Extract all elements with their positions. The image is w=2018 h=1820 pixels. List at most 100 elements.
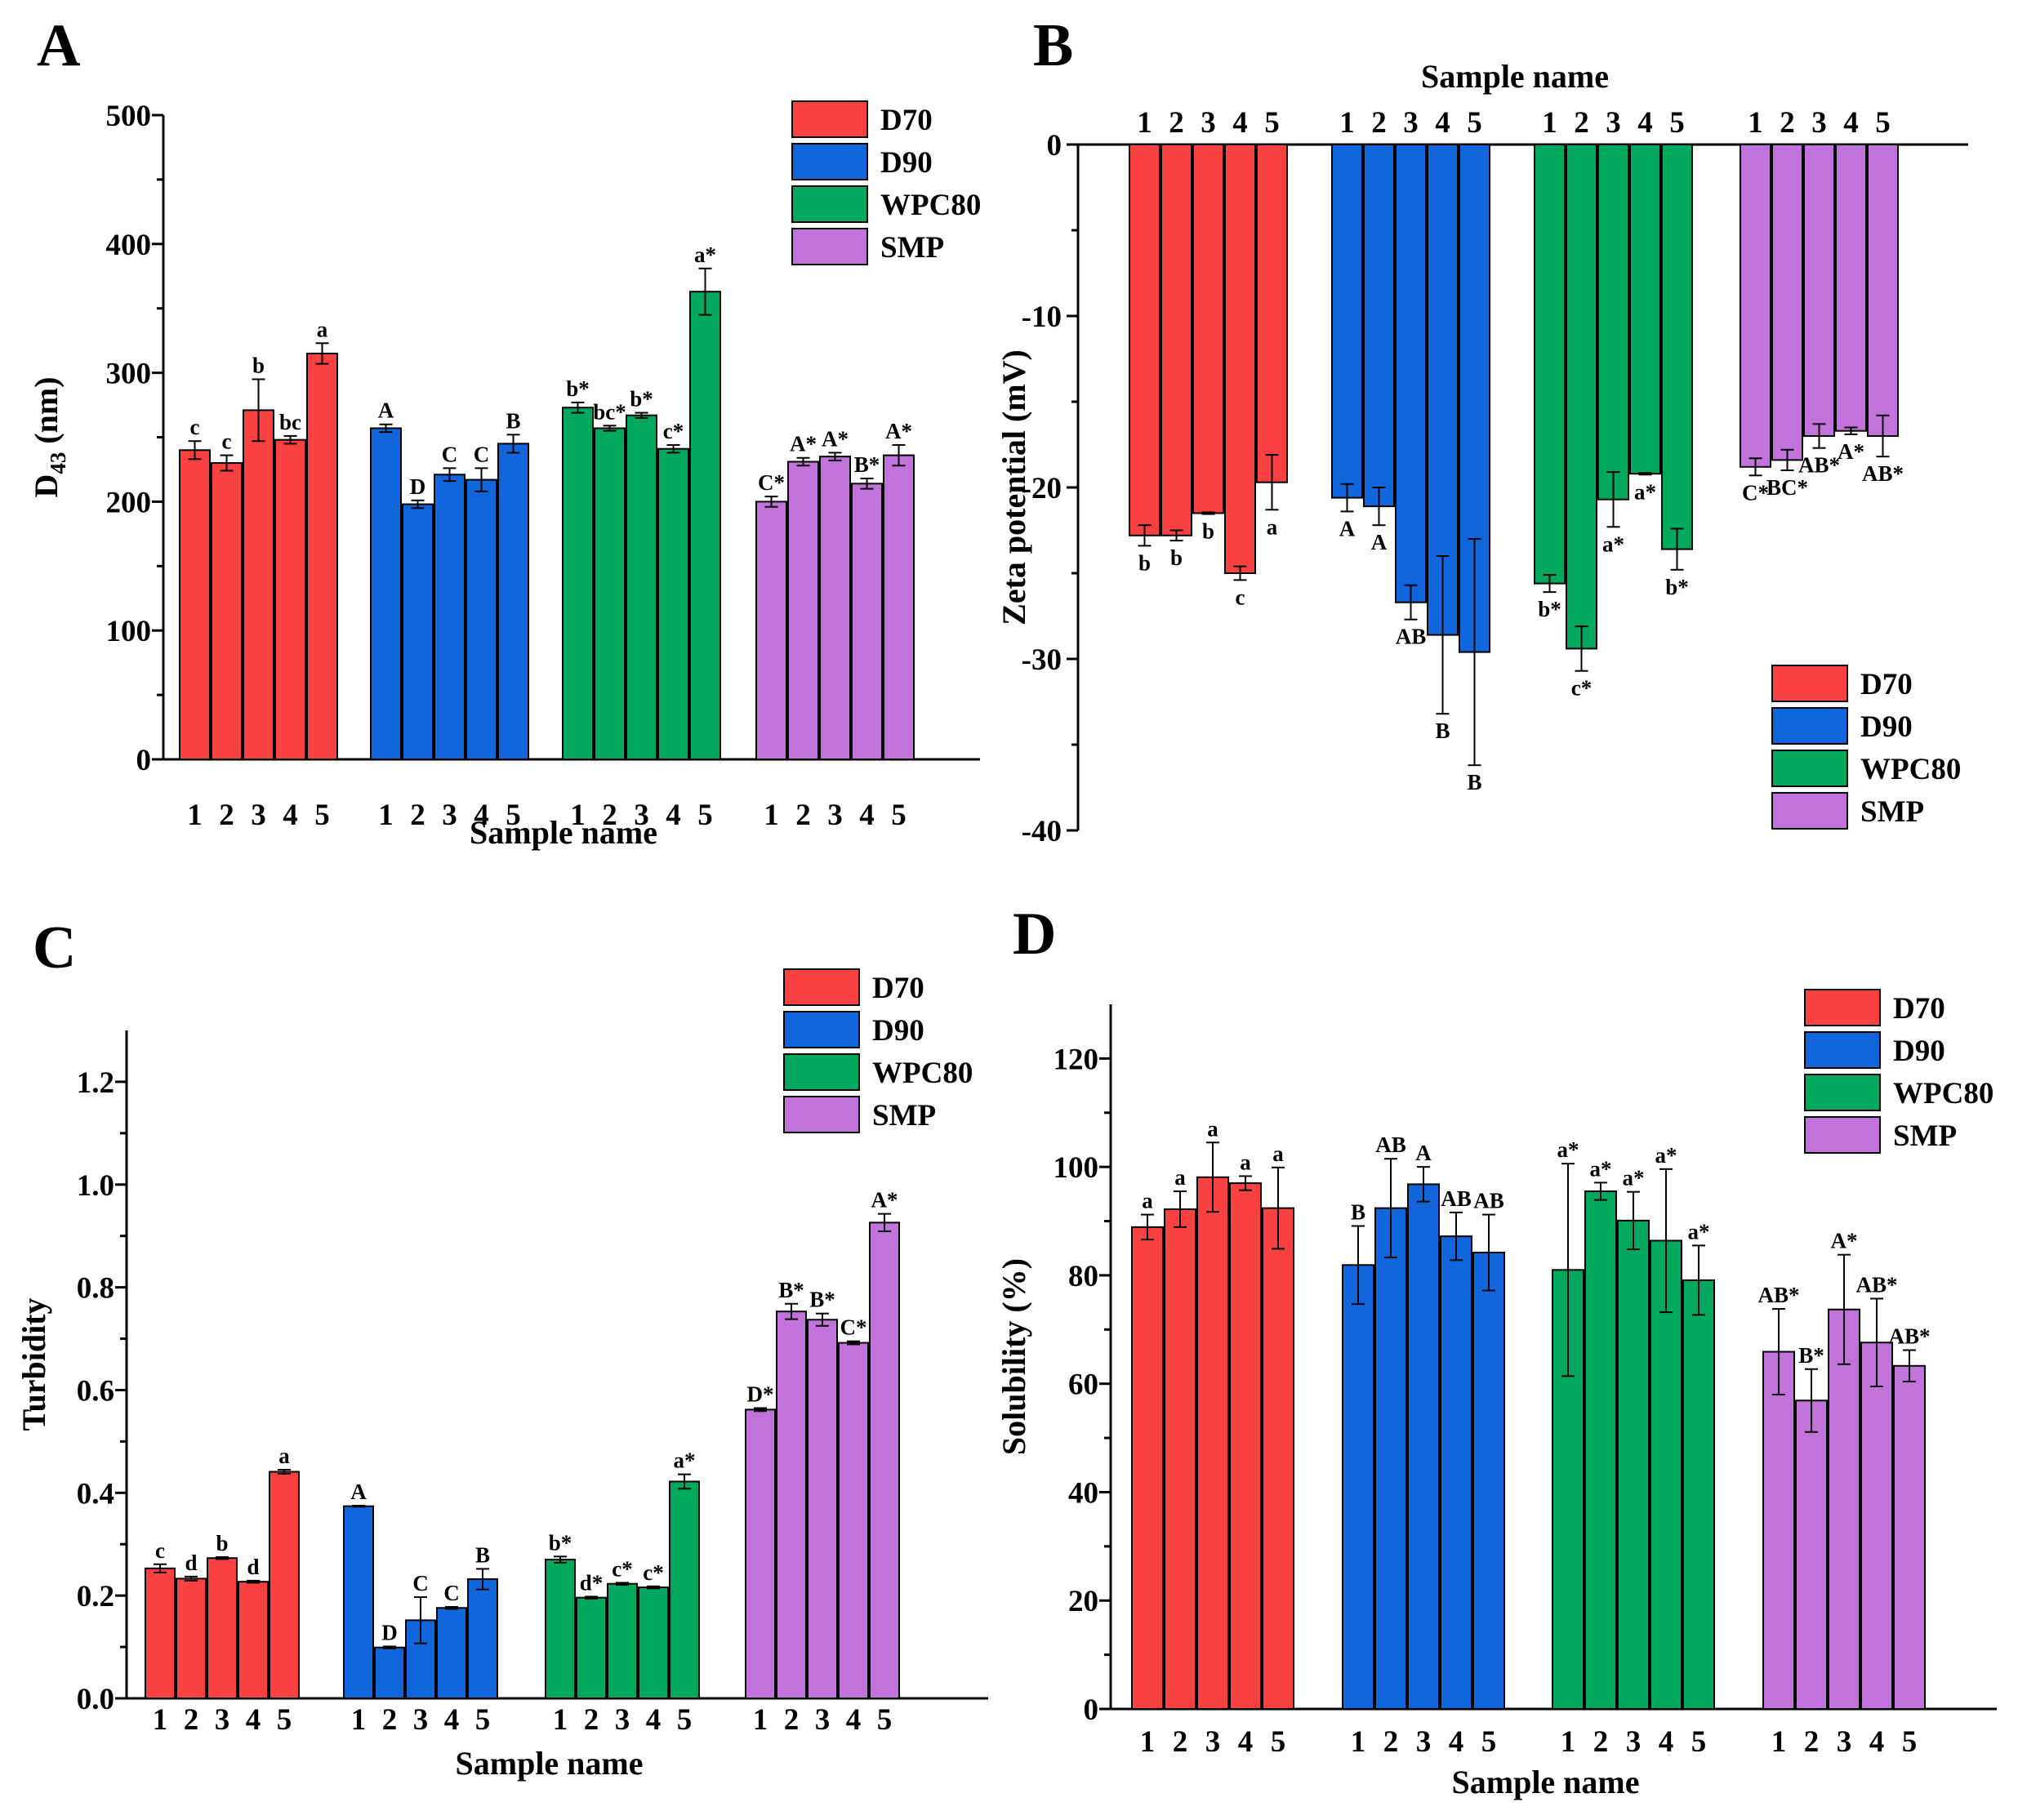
- significance-letter: C: [474, 442, 490, 466]
- bar-smp-5: [883, 454, 915, 760]
- bar-d90-2: [1363, 144, 1395, 508]
- significance-letter: a: [1272, 1141, 1284, 1166]
- x-tick-label: 3: [251, 799, 266, 832]
- legend-label-smp: SMP: [872, 1099, 936, 1132]
- significance-letter: C: [412, 1571, 429, 1595]
- y-tick-label: 1.0: [77, 1169, 114, 1203]
- bar-wpc80-2: [1566, 144, 1597, 650]
- significance-letter: b*: [1665, 575, 1689, 599]
- significance-letter: D: [410, 474, 426, 499]
- x-tick-label: 1: [553, 1703, 568, 1737]
- significance-letter: a*: [1655, 1143, 1677, 1168]
- x-tick-label: 3: [1837, 1725, 1852, 1759]
- significance-letter: AB*: [1888, 1324, 1930, 1349]
- x-tick-label: 3: [634, 799, 649, 832]
- bar-smp-2: [787, 461, 819, 760]
- legend-label-d70: D70: [1893, 992, 1945, 1026]
- x-tick-label: 1: [570, 799, 586, 832]
- y-axis-title: D43 (nm): [28, 376, 70, 497]
- x-tick-label: 4: [1637, 106, 1653, 140]
- legend-label-d70: D70: [872, 972, 924, 1005]
- chart-panel-d: D 0 20 40 60 80 100 120 Solubility (%) Sample nam…: [996, 901, 1997, 1800]
- significance-letter: a: [1142, 1189, 1153, 1213]
- bar-smp-5: [1893, 1364, 1926, 1711]
- significance-letter: b*: [549, 1530, 572, 1555]
- bar-d90-3: [1407, 1183, 1440, 1711]
- significance-letter: C: [443, 1581, 460, 1605]
- legend-swatch-smp: [1804, 1116, 1881, 1154]
- significance-letter: a*: [1557, 1137, 1579, 1162]
- bar-d90-4: [1427, 144, 1459, 636]
- bar-d90-3: [1395, 144, 1427, 603]
- significance-letter: C*: [758, 470, 785, 495]
- bar-d70-2: [1160, 144, 1192, 536]
- significance-letter: a: [1174, 1165, 1186, 1190]
- y-tick-label: -40: [1022, 815, 1062, 848]
- bar-smp-2: [776, 1310, 807, 1699]
- y-tick-label: 400: [106, 229, 152, 262]
- significance-letter: B: [475, 1542, 490, 1567]
- y-tick-label: -20: [1022, 472, 1062, 505]
- legend-swatch-wpc80: [783, 1053, 860, 1091]
- significance-letter: A*: [822, 426, 849, 451]
- bar-d70-4: [274, 438, 306, 760]
- bar-d70-2: [211, 462, 243, 760]
- significance-letter: d: [247, 1555, 259, 1579]
- bar-wpc80-3: [607, 1582, 638, 1699]
- x-tick-label: 1: [1351, 1725, 1366, 1759]
- x-tick-label: 5: [877, 1703, 893, 1737]
- bar-smp-4: [1860, 1342, 1893, 1710]
- bar-smp-3: [807, 1319, 838, 1700]
- legend: D70 D90 WPC80 SMP: [783, 968, 973, 1133]
- bar-d90-2: [402, 503, 434, 761]
- bar-d90-2: [374, 1646, 405, 1700]
- significance-letter: a: [1267, 514, 1278, 539]
- x-tick-label: 5: [1481, 1725, 1497, 1759]
- bar-wpc80-4: [1650, 1239, 1682, 1710]
- legend-label-wpc80: WPC80: [880, 189, 981, 222]
- y-axis-title: Turbidity: [16, 1297, 52, 1431]
- x-tick-label: 3: [1626, 1725, 1642, 1759]
- significance-letter: AB*: [1855, 1272, 1897, 1297]
- significance-letter: bc: [279, 410, 301, 434]
- x-axis-title: Sample name: [1452, 1764, 1640, 1800]
- bar-d70-1: [179, 449, 211, 761]
- significance-letter: a*: [1623, 1166, 1645, 1190]
- bar-wpc80-2: [576, 1596, 607, 1700]
- x-tick-label: 4: [1232, 106, 1248, 140]
- y-tick-label: 80: [1068, 1260, 1098, 1293]
- bar-d70-5: [1256, 144, 1288, 483]
- bar-d70-5: [1262, 1207, 1294, 1711]
- y-tick-label: 0.2: [77, 1580, 114, 1613]
- y-axis-title-subscript: 43: [46, 452, 70, 474]
- bar-smp-5: [869, 1221, 900, 1699]
- significance-letter: b: [252, 353, 265, 377]
- significance-letter: c: [190, 415, 200, 439]
- x-tick-label: 3: [615, 1703, 630, 1737]
- significance-letter: D: [381, 1620, 398, 1644]
- x-tick-label: 3: [1606, 106, 1621, 140]
- bar-d70-4: [238, 1581, 269, 1700]
- bar-d70-1: [1131, 1226, 1164, 1711]
- x-axis-title: Sample name: [1421, 58, 1609, 95]
- panel-letter: C: [33, 914, 76, 981]
- significance-letter: a*: [694, 243, 716, 267]
- bar-d90-1: [343, 1505, 374, 1700]
- y-tick-label: 200: [106, 486, 152, 519]
- x-tick-label: 1: [1140, 1725, 1156, 1759]
- significance-letter: BC*: [1766, 475, 1808, 500]
- significance-letter: A: [1371, 530, 1388, 554]
- significance-letter: a: [1207, 1116, 1218, 1141]
- bar-d90-2: [1374, 1207, 1407, 1711]
- bar-d90-4: [1440, 1235, 1472, 1710]
- significance-letter: AB*: [1798, 453, 1840, 478]
- x-tick-label: 1: [1771, 1725, 1787, 1759]
- bar-d70-1: [1129, 144, 1160, 536]
- significance-letter: b: [216, 1531, 228, 1555]
- significance-letter: a*: [1602, 532, 1624, 556]
- significance-letter: d: [185, 1551, 197, 1575]
- y-tick-label: 100: [1054, 1151, 1099, 1185]
- significance-letter: A*: [871, 1188, 898, 1213]
- y-tick-label: -10: [1022, 300, 1062, 334]
